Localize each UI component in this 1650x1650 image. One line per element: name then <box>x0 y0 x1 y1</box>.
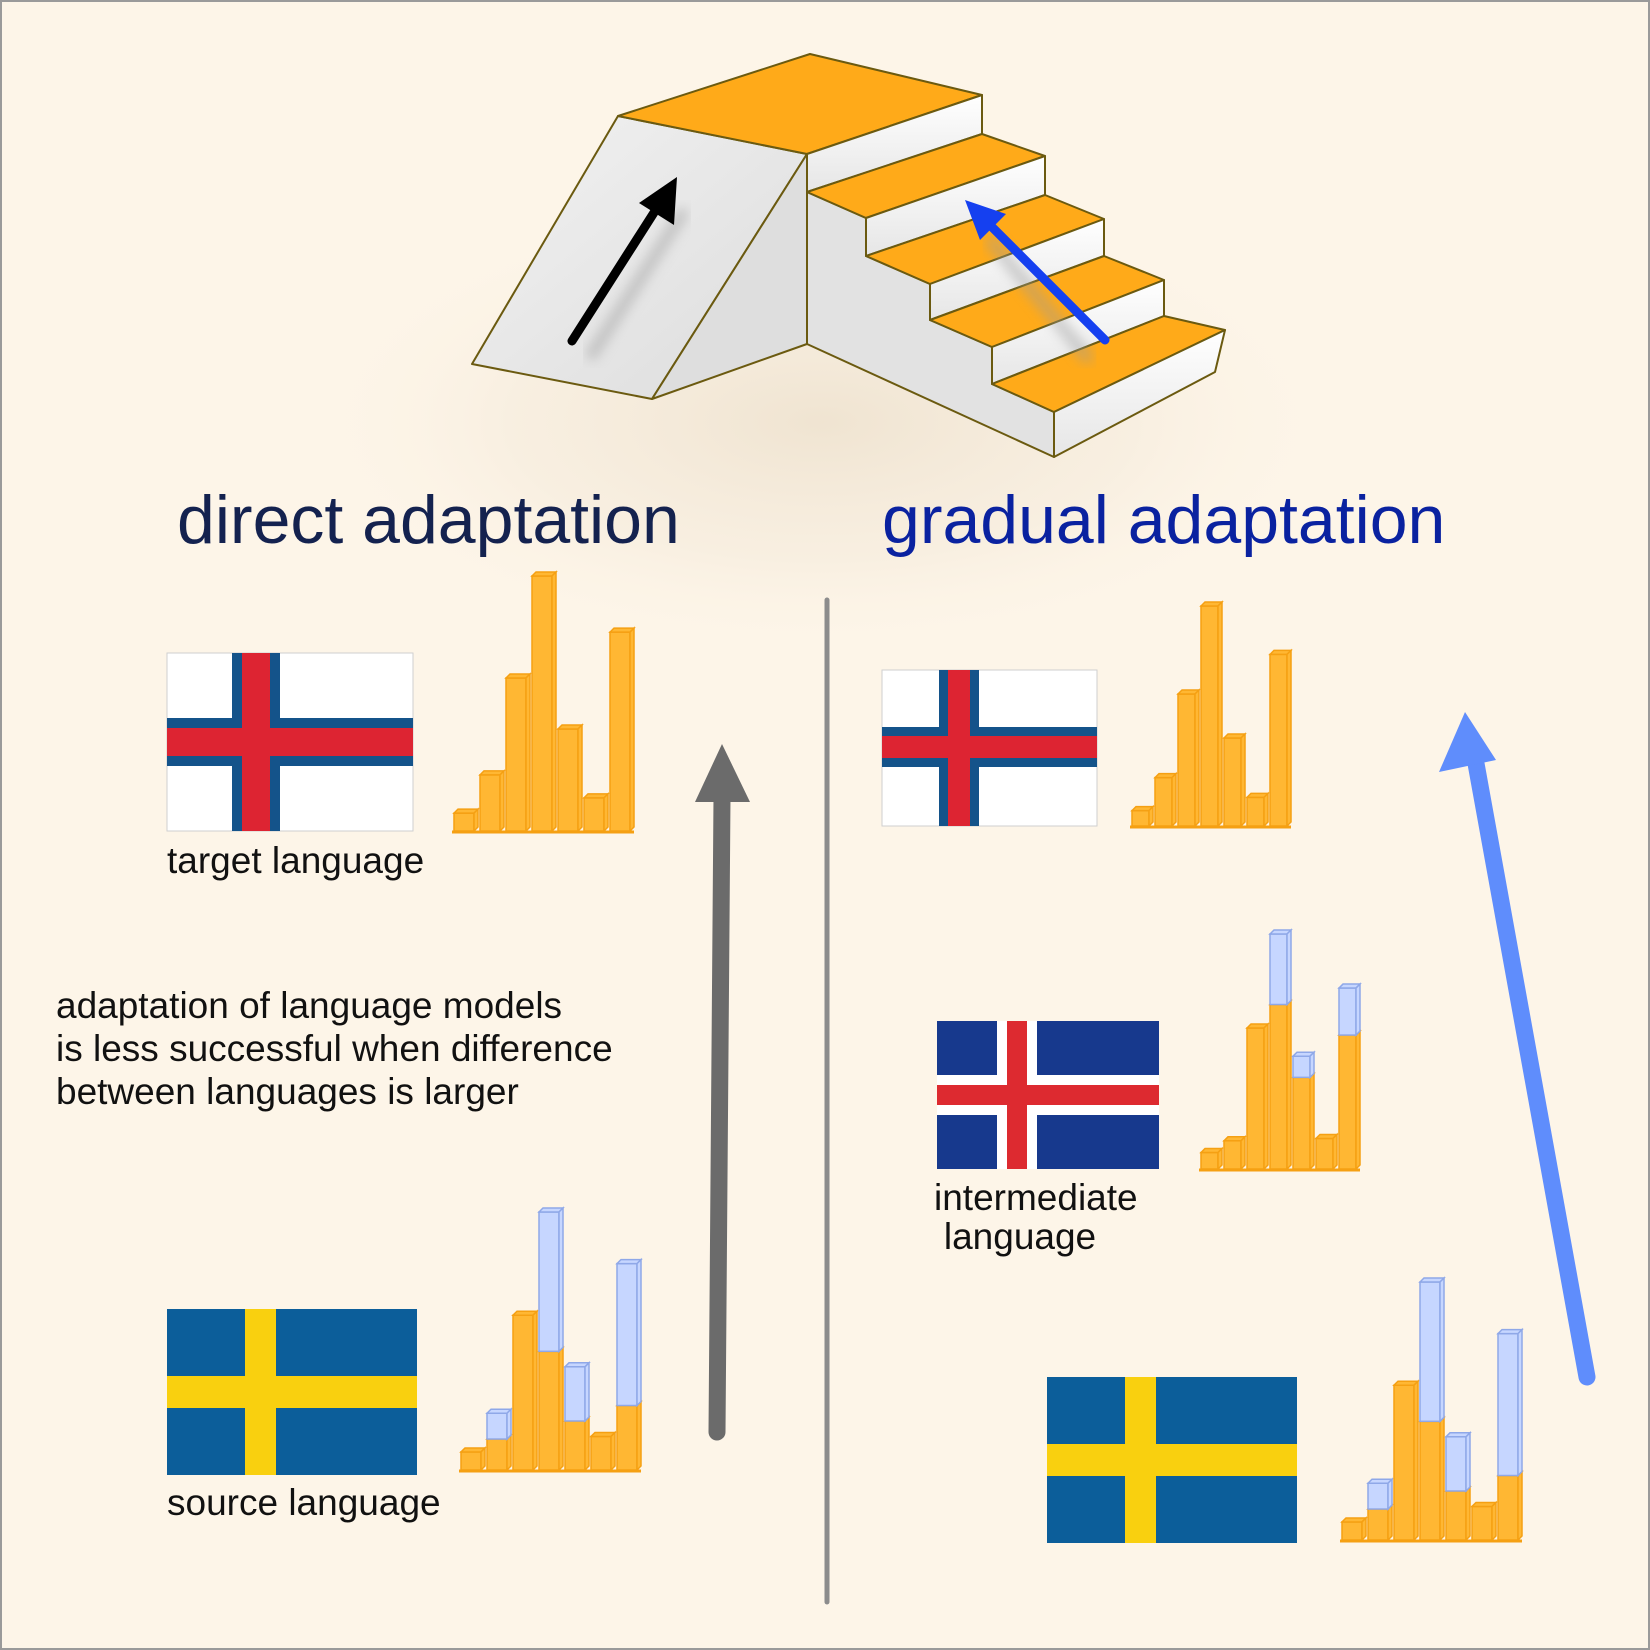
bar-orange-6 <box>1268 648 1293 828</box>
bar-orange-5 <box>1470 1500 1498 1542</box>
intermediate-language-label: intermediate language <box>934 1177 1138 1257</box>
gradual-adaptation-title: gradual adaptation <box>882 482 1446 558</box>
bar-orange-0 <box>1340 1516 1368 1542</box>
bar-blue-6 <box>1496 1327 1524 1478</box>
bar-orange-6 <box>608 626 636 833</box>
chart-source-right <box>1340 1276 1524 1543</box>
sweden-flag-right <box>1047 1377 1297 1543</box>
sweden-flag-left <box>167 1309 417 1475</box>
bar-orange-4 <box>1291 1071 1316 1171</box>
direct-adaptation-title: direct adaptation <box>177 482 680 558</box>
bar-orange-5 <box>1245 791 1270 828</box>
bar-orange-1 <box>1366 1503 1394 1542</box>
bar-orange-1 <box>478 769 506 833</box>
bar-orange-1 <box>1153 771 1178 828</box>
source-language-label: source language <box>167 1482 441 1523</box>
bar-orange-1 <box>485 1433 513 1472</box>
bar-orange-2 <box>511 1309 539 1472</box>
direct-ramp-arrow-icon <box>567 177 677 346</box>
bar-orange-3 <box>1199 600 1224 828</box>
bar-orange-3 <box>537 1345 565 1472</box>
bar-blue-4 <box>1291 1050 1316 1080</box>
bar-orange-0 <box>452 807 480 833</box>
bar-orange-2 <box>1392 1379 1420 1542</box>
direct-adaptation-arrow-icon <box>695 744 750 1441</box>
bar-orange-2 <box>1245 1022 1270 1171</box>
bar-orange-3 <box>1418 1415 1446 1542</box>
bar-orange-4 <box>563 1415 591 1472</box>
bar-blue-3 <box>1268 928 1293 1007</box>
bar-orange-4 <box>1222 732 1247 828</box>
bar-orange-0 <box>1130 804 1155 828</box>
bar-orange-3 <box>1268 998 1293 1171</box>
note-line-1: adaptation of language models <box>56 985 563 1026</box>
chart-intermediate <box>1199 928 1362 1172</box>
bar-orange-2 <box>1176 688 1201 828</box>
bar-blue-4 <box>1444 1430 1472 1493</box>
bar-orange-4 <box>556 723 584 833</box>
adaptation-note: adaptation of language models is less su… <box>56 984 613 1113</box>
bar-blue-1 <box>1366 1477 1394 1511</box>
stairs-illustration <box>471 53 1226 458</box>
iceland-flag <box>937 1021 1159 1169</box>
faroe-flag-left <box>166 652 414 832</box>
bar-blue-6 <box>1337 982 1362 1037</box>
bar-orange-5 <box>582 792 610 833</box>
bar-orange-4 <box>1444 1485 1472 1542</box>
bar-orange-6 <box>1496 1469 1524 1542</box>
gradual-stairs-arrow-icon <box>965 200 1110 345</box>
bar-blue-6 <box>615 1257 643 1408</box>
target-language-label: target language <box>167 840 425 881</box>
chart-target-right <box>1130 600 1293 829</box>
gradual-adaptation-arrow-icon <box>1439 712 1596 1386</box>
bar-blue-4 <box>563 1360 591 1423</box>
step-5-riser <box>1053 329 1226 458</box>
chart-source-left <box>459 1206 643 1473</box>
bar-blue-3 <box>1418 1276 1446 1424</box>
bar-orange-6 <box>615 1399 643 1472</box>
intermediate-label-line-1: intermediate <box>934 1177 1138 1218</box>
bar-orange-6 <box>1337 1029 1362 1171</box>
faroe-flag-right <box>881 669 1098 827</box>
bar-blue-3 <box>537 1206 565 1354</box>
bar-orange-3 <box>530 570 558 833</box>
chart-target-left <box>452 570 636 834</box>
bar-blue-1 <box>485 1407 513 1441</box>
intermediate-label-line-2: language <box>943 1216 1097 1257</box>
note-line-2: is less successful when difference <box>56 1028 613 1069</box>
bar-orange-1 <box>1222 1134 1247 1171</box>
bar-orange-2 <box>504 672 532 833</box>
bar-orange-0 <box>459 1446 487 1472</box>
note-line-3: between languages is larger <box>56 1071 519 1112</box>
bar-orange-0 <box>1199 1146 1224 1171</box>
bar-orange-5 <box>1314 1132 1339 1171</box>
bar-orange-5 <box>589 1430 617 1472</box>
